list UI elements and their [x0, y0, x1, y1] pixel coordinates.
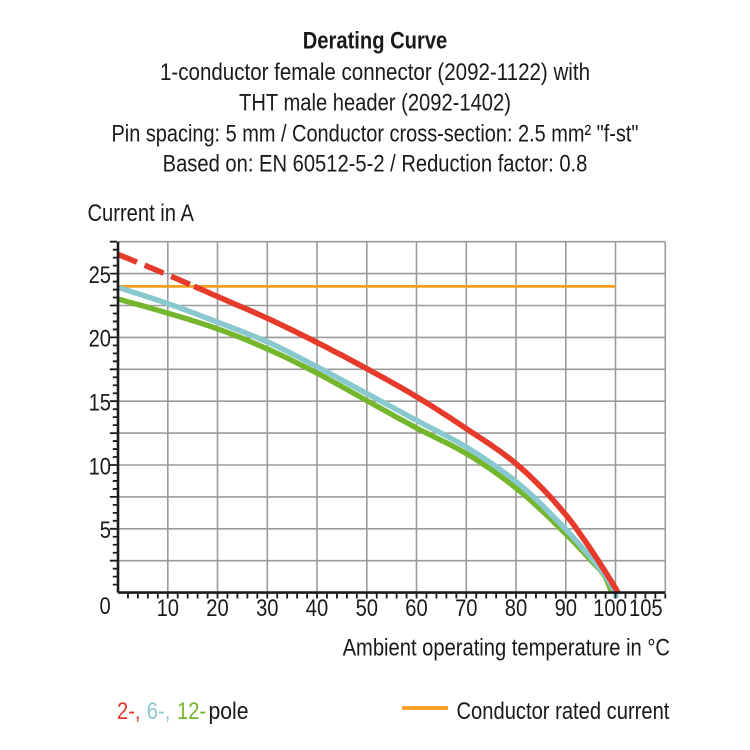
svg-text:25: 25 [89, 262, 111, 289]
svg-text:Ambient operating temperature: Ambient operating temperature in °C [343, 634, 670, 661]
svg-text:1-conductor female connector (: 1-conductor female connector (2092-1122)… [160, 59, 590, 86]
svg-text:70: 70 [455, 595, 477, 622]
svg-text:60: 60 [405, 595, 427, 622]
svg-text:100: 100 [593, 595, 627, 622]
svg-text:15: 15 [89, 390, 111, 417]
svg-text:Based on: EN 60512-5-2 / Reduc: Based on: EN 60512-5-2 / Reduction facto… [163, 151, 588, 178]
svg-text:0: 0 [100, 593, 111, 620]
svg-text:6-,: 6-, [147, 698, 171, 725]
svg-text:Conductor rated current: Conductor rated current [457, 698, 670, 725]
svg-text:50: 50 [356, 595, 378, 622]
svg-text:12-: 12- [177, 698, 206, 725]
svg-text:105: 105 [629, 595, 663, 622]
svg-text:20: 20 [89, 326, 111, 353]
svg-text:Pin spacing: 5 mm / Conductor: Pin spacing: 5 mm / Conductor cross-sect… [112, 120, 639, 147]
svg-text:30: 30 [256, 595, 278, 622]
svg-text:5: 5 [100, 517, 111, 544]
svg-text:20: 20 [206, 595, 228, 622]
svg-text:Derating Curve: Derating Curve [303, 28, 448, 55]
svg-text:2-,: 2-, [117, 698, 141, 725]
svg-text:Current in A: Current in A [88, 200, 194, 227]
svg-text:40: 40 [306, 595, 328, 622]
svg-text:10: 10 [89, 453, 111, 480]
svg-text:90: 90 [555, 595, 577, 622]
svg-text:pole: pole [209, 698, 249, 725]
svg-text:80: 80 [505, 595, 527, 622]
svg-text:10: 10 [157, 595, 179, 622]
svg-text:THT male header (2092-1402): THT male header (2092-1402) [239, 89, 511, 116]
